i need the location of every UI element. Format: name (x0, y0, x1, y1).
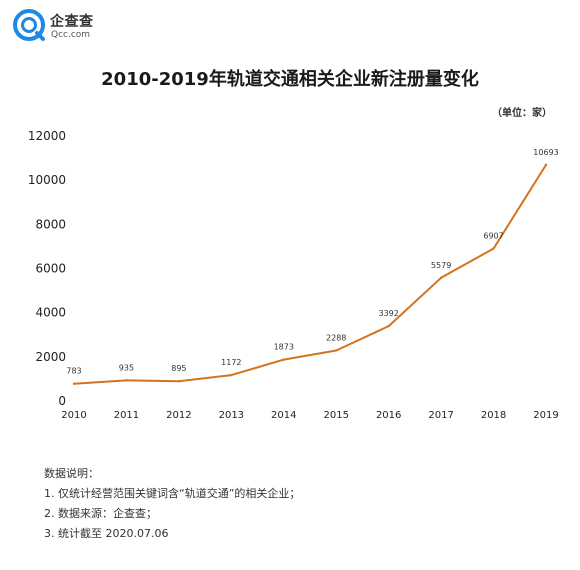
data-point (282, 358, 285, 361)
x-tick-label: 2017 (428, 410, 453, 421)
notes-heading: 数据说明： (44, 467, 99, 480)
x-tick-label: 2013 (219, 410, 244, 421)
data-point (387, 324, 390, 328)
unit-note: （单位：家） (492, 108, 552, 119)
data-label: 5579 (431, 261, 451, 270)
x-tick-label: 2010 (61, 410, 86, 421)
data-label: 10693 (533, 148, 558, 157)
x-tick-label: 2011 (114, 410, 139, 421)
data-label: 1172 (221, 358, 241, 367)
data-label: 2288 (326, 333, 346, 342)
data-point (125, 379, 128, 382)
note-item: 3. 统计截至 2020.07.06 (44, 527, 169, 540)
data-point (492, 247, 495, 250)
data-point (335, 349, 338, 352)
data-point (230, 373, 233, 377)
y-tick-label: 0 (58, 394, 66, 408)
chart-title: 2010-2019年轨道交通相关企业新注册量变化 (101, 69, 479, 90)
brand-name: 企查查 (50, 14, 94, 30)
data-labels: 783 935 895 1172 1873 2288 3392 5579 6907 10693 (66, 148, 558, 376)
data-label: 895 (171, 364, 186, 373)
brand-logo: 企查查 Qcc.com (12, 8, 122, 48)
y-tick-label: 8000 (35, 217, 66, 231)
x-tick-label: 2012 (166, 410, 191, 421)
data-point (177, 380, 181, 383)
y-tick-label: 2000 (35, 350, 66, 364)
x-tick-label: 2019 (533, 410, 558, 421)
y-tick-label: 6000 (35, 262, 66, 276)
x-tick-label: 2016 (376, 410, 401, 421)
data-label: 1873 (274, 343, 294, 352)
data-point (72, 382, 76, 385)
data-label: 783 (66, 367, 81, 376)
y-tick-label: 4000 (35, 306, 66, 320)
series-group (72, 163, 548, 385)
data-notes: 数据说明： 1. 仅统计经营范围关键词含“轨道交通”的相关企业； 2. 数据来源… (44, 464, 300, 544)
brand-domain: Qcc.com (51, 30, 91, 40)
data-label: 3392 (378, 309, 398, 318)
data-label: 6907 (483, 231, 503, 240)
series-line (73, 163, 547, 385)
note-item: 1. 仅统计经营范围关键词含“轨道交通”的相关企业； (44, 487, 301, 500)
qcc-logo-icon (13, 9, 45, 41)
x-tick-label: 2014 (271, 410, 296, 421)
note-item: 2. 数据来源：企查查； (44, 507, 157, 520)
y-axis: 0 2000 4000 6000 8000 10000 12000 (28, 129, 66, 408)
data-point (544, 163, 548, 167)
y-tick-label: 12000 (28, 129, 66, 143)
x-tick-label: 2015 (323, 410, 348, 421)
data-point (439, 276, 443, 279)
data-label: 935 (119, 363, 134, 372)
x-tick-label: 2018 (481, 410, 506, 421)
line-chart: 0 2000 4000 6000 8000 10000 12000 2010 2011 2012… (28, 129, 559, 421)
x-axis: 2010 2011 2012 2013 2014 2015 2016 2017 2018 2019 (61, 410, 558, 421)
y-tick-label: 10000 (28, 173, 66, 187)
